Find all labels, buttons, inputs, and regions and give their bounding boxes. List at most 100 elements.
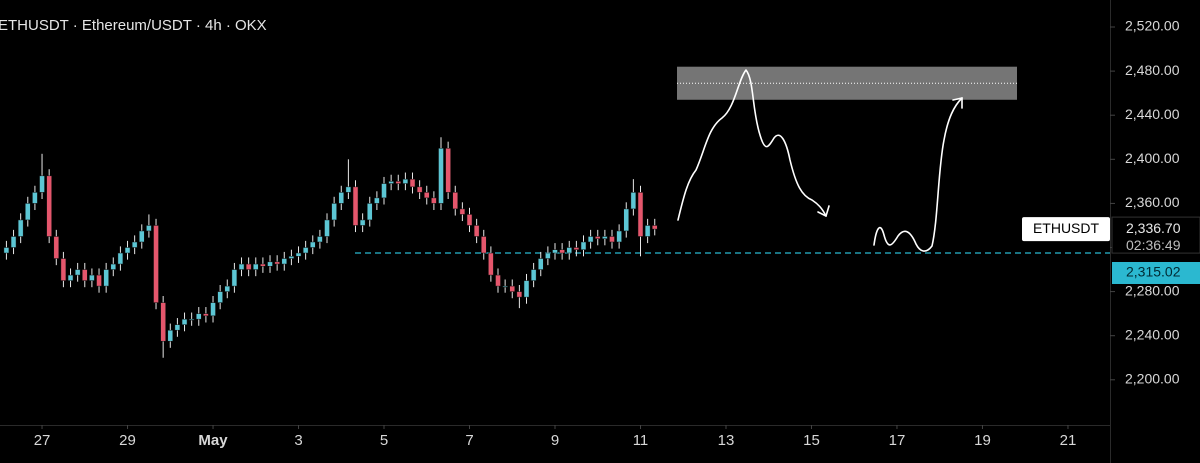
y-tick-label: 2,240.00	[1125, 326, 1180, 342]
candle-body	[253, 263, 259, 270]
candle-body	[260, 263, 266, 267]
candle-body	[267, 261, 273, 267]
candle-body	[488, 252, 494, 276]
x-tick-label: 5	[380, 432, 388, 449]
candle-body	[438, 148, 444, 204]
candle-body	[516, 291, 523, 298]
candle-body	[509, 285, 516, 292]
x-tick-label: 11	[633, 432, 649, 449]
candle-body	[388, 181, 394, 184]
candle-body	[281, 258, 288, 265]
candle-body	[587, 236, 594, 243]
candle-body	[124, 247, 131, 254]
countdown-label: 02:36:49	[1126, 237, 1181, 253]
candle-body	[473, 225, 480, 237]
y-tick-label: 2,440.00	[1125, 106, 1180, 122]
path-arrow	[677, 69, 827, 221]
candle-body	[545, 252, 551, 259]
level-label-box	[1112, 261, 1200, 284]
symbol-label: ETHUSDT	[1033, 220, 1100, 236]
x-tick-label: 21	[1060, 432, 1077, 449]
candle-body	[231, 269, 238, 287]
arrow-head	[952, 97, 963, 109]
candle-body	[452, 192, 459, 210]
chart-title: ETHUSDT · Ethereum/USDT · 4h · OKX	[0, 17, 267, 34]
candle-body	[538, 258, 544, 270]
candle-body	[188, 318, 195, 321]
y-tick-label: 2,480.00	[1125, 62, 1180, 78]
candle-body	[295, 252, 302, 257]
candle-body	[203, 313, 209, 317]
candle-body	[131, 241, 138, 248]
candle-body	[324, 219, 330, 237]
x-tick-label: 13	[718, 432, 735, 449]
x-tick-label: 3	[294, 432, 302, 449]
candle-body	[139, 230, 145, 243]
candle-body	[3, 247, 10, 254]
candle-body	[352, 186, 359, 226]
candle-body	[46, 175, 52, 237]
candle-body	[466, 214, 473, 226]
candle-layer	[3, 137, 658, 358]
candle-body	[445, 148, 451, 193]
candle-body	[623, 208, 629, 232]
zone-layer	[355, 66, 1110, 254]
candle-body	[146, 225, 152, 232]
y-tick-label: 2,400.00	[1125, 150, 1180, 166]
candle-body	[288, 256, 295, 259]
candle-body	[238, 263, 245, 270]
candle-body	[424, 192, 430, 199]
candle-body	[338, 192, 345, 204]
x-tick-label: 27	[34, 432, 51, 449]
candle-body	[167, 329, 174, 342]
candle-body	[82, 269, 88, 281]
path-arrow	[873, 97, 963, 252]
x-tick-label: May	[198, 432, 228, 449]
candle-body	[402, 178, 409, 184]
y-tick-label: 2,360.00	[1125, 194, 1180, 210]
candle-body	[39, 175, 45, 193]
candle-body	[381, 183, 387, 199]
candle-body	[331, 203, 337, 221]
candle-body	[17, 219, 24, 237]
candle-body	[74, 269, 81, 276]
candle-body	[644, 225, 651, 237]
candle-body	[573, 247, 580, 250]
candle-body	[89, 274, 95, 281]
candle-body	[580, 241, 587, 250]
candle-body	[374, 197, 380, 204]
candle-body	[302, 247, 309, 254]
candle-body	[25, 203, 31, 221]
y-tick-label: 2,280.00	[1125, 282, 1180, 298]
candle-body	[310, 241, 316, 248]
candle-body	[60, 258, 67, 281]
candle-body	[367, 203, 373, 221]
candle-body	[559, 249, 565, 254]
candle-body	[117, 252, 124, 265]
hand-drawing	[677, 69, 963, 252]
candle-body	[459, 208, 466, 215]
candle-body	[502, 285, 508, 288]
candle-body	[616, 230, 622, 243]
candle-body	[274, 261, 280, 265]
candle-body	[431, 197, 437, 204]
candle-body	[110, 263, 117, 270]
candle-body	[523, 280, 530, 298]
y-tick-label: 2,520.00	[1125, 18, 1180, 34]
x-tick-label: 17	[889, 432, 906, 449]
candle-body	[637, 192, 644, 237]
candle-body	[245, 263, 252, 270]
candle-body	[630, 192, 637, 210]
candle-body	[160, 302, 166, 342]
candle-body	[609, 236, 615, 243]
candle-body	[174, 324, 181, 331]
level-label: 2,315.02	[1126, 264, 1181, 280]
candle-body	[103, 269, 109, 287]
candle-body	[96, 274, 102, 287]
candle-body	[10, 236, 17, 248]
x-tick-label: 7	[465, 432, 473, 449]
symbol-label-box	[1022, 217, 1110, 242]
x-tick-label: 29	[119, 432, 136, 449]
